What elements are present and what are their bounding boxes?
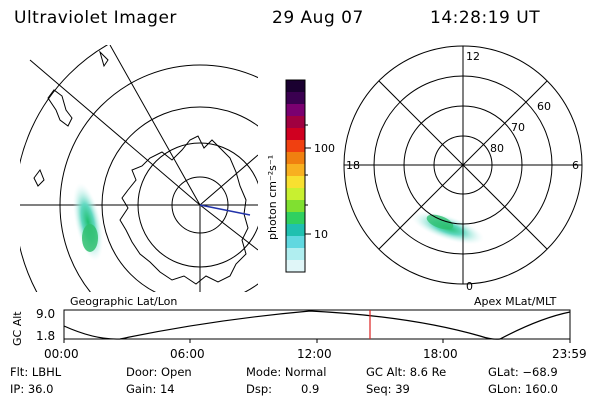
colorbar-segment (286, 128, 305, 141)
mlt-label-left: 18 (346, 159, 360, 172)
dsp-info: Dsp: (246, 382, 273, 396)
date-label: 29 Aug 07 (272, 8, 364, 28)
colorbar-segment (286, 224, 305, 237)
colorbar-segment (286, 152, 305, 165)
satellite-track-line (199, 204, 251, 216)
colorbar-segment (286, 92, 305, 105)
gain-info: Gain: 14 (126, 382, 175, 396)
timeline-y-tick: 9.0 (36, 307, 55, 321)
colorbar-segment (286, 140, 305, 153)
meridian-line (199, 154, 258, 206)
mode-info: Mode: Normal (246, 365, 327, 379)
timeline-x-tick: 23:59 (552, 347, 587, 361)
timeline-x-tick: 12:00 (297, 347, 332, 361)
aurora-core (82, 224, 98, 252)
meridian-line (29, 59, 201, 206)
colorbar-segment (286, 188, 305, 201)
altitude-timeline: GC Alt 9.0 1.8 (11, 307, 571, 346)
gc-alt-info: GC Alt: 8.6 Re (366, 365, 447, 379)
mlt-label-bottom: 0 (466, 280, 473, 293)
colorbar-segment (286, 236, 305, 249)
mlt-diagonal (378, 80, 548, 250)
door-info: Door: Open (126, 365, 192, 379)
meridian-line (109, 45, 201, 206)
colorbar-segment (286, 260, 305, 273)
seq-info: Seq: 39 (366, 382, 410, 396)
timeline-x-tick: 18:00 (423, 347, 458, 361)
right-panel-label: Apex MLat/MLT (474, 295, 557, 308)
timeline-y-axis-label: GC Alt (11, 311, 24, 346)
timeline-x-tick: 06:00 (170, 347, 205, 361)
colorbar-segment (286, 200, 305, 213)
meridian-line (199, 204, 258, 251)
mlat-label-80: 80 (490, 142, 504, 155)
filter-info: Flt: LBHL (10, 365, 62, 379)
colorbar-segment (286, 164, 305, 177)
colorbar-segment (286, 248, 305, 261)
colorbar-segment (286, 80, 305, 93)
dsp-value: 0.9 (301, 382, 320, 396)
timeline-x-tick: 00:00 (44, 347, 79, 361)
time-label: 14:28:19 UT (430, 8, 541, 28)
colorbar-unit-label: photon cm⁻²s⁻¹ (266, 155, 279, 240)
coastline-fragment (33, 168, 45, 187)
colorbar-segment (286, 116, 305, 129)
colorbar-frame (285, 79, 306, 273)
polar-plot: 12 18 6 0 60 70 80 (343, 45, 583, 293)
geographic-map (20, 45, 258, 292)
ip-info: IP: 36.0 (10, 382, 54, 396)
colorbar-tick-label: 10 (314, 228, 328, 241)
colorbar: 100 10 photon cm⁻²s⁻¹ (266, 79, 335, 273)
timeline-y-tick: 1.8 (36, 329, 55, 343)
gc-altitude-curve (63, 310, 571, 340)
glon-info: GLon: 160.0 (488, 382, 558, 396)
colorbar-segment (286, 104, 305, 117)
left-panel-label: Geographic Lat/Lon (70, 295, 178, 308)
coastline-fragment (98, 50, 109, 68)
antarctica-coastline (119, 135, 249, 285)
glat-info: GLat: −68.9 (488, 365, 558, 379)
colorbar-segment (286, 176, 305, 189)
aurora-core (426, 214, 454, 230)
mlt-label-right: 6 (572, 159, 579, 172)
colorbar-segment (286, 212, 305, 225)
coastline-fragment (47, 89, 73, 127)
mlat-label-70: 70 (511, 121, 525, 134)
instrument-title: Ultraviolet Imager (14, 8, 177, 28)
colorbar-tick-label: 100 (314, 142, 335, 155)
mlt-label-top: 12 (466, 50, 480, 63)
mlat-label-60: 60 (537, 100, 551, 113)
